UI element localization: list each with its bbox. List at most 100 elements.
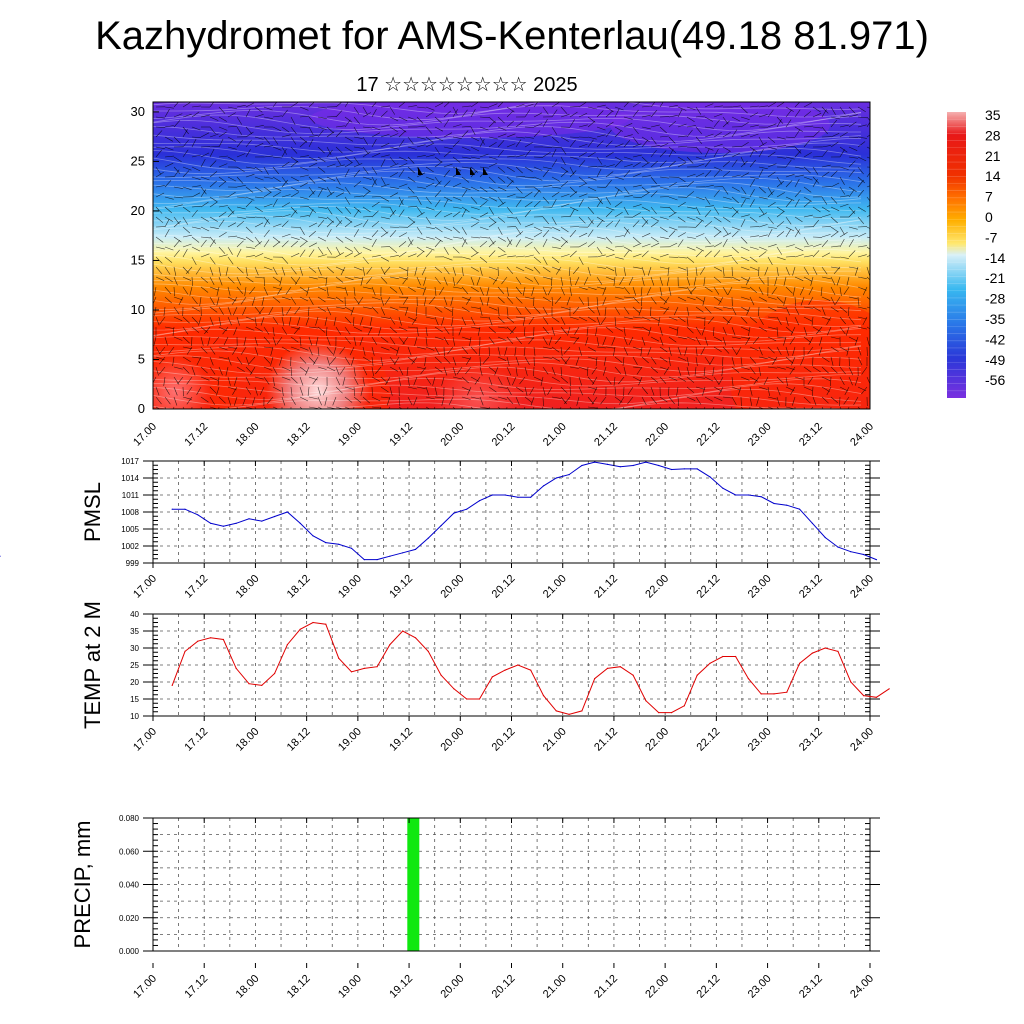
wind-barb [434, 136, 444, 142]
wind-barb [189, 286, 193, 296]
y-tick-label: 30 [130, 644, 139, 653]
wind-barb [578, 182, 588, 188]
wind-barb [443, 119, 450, 128]
wind-barb [209, 180, 217, 188]
wind-barb [623, 306, 630, 315]
wind-barb [434, 286, 437, 296]
wind-barb [182, 356, 191, 362]
wind-barb [308, 135, 318, 138]
wind-barb [587, 151, 596, 158]
wind-barb [803, 200, 811, 208]
wind-barb [506, 316, 515, 323]
wind-barb [466, 356, 472, 365]
wind-barb [596, 306, 601, 316]
wind-barb [497, 326, 507, 329]
wind-barb [398, 169, 405, 178]
wind-barb [317, 186, 327, 190]
wind-barb [299, 249, 306, 258]
wind-barb [458, 326, 463, 336]
wind-barb [450, 296, 454, 306]
wind-barb [245, 386, 252, 395]
wind-barb [245, 186, 254, 193]
wind-barb [857, 254, 867, 258]
wind-barb [461, 238, 467, 248]
wind-barb [713, 396, 723, 401]
wind-barb [281, 296, 291, 300]
wind-barb [695, 115, 705, 118]
wind-barb [614, 143, 624, 148]
contour-line [153, 389, 862, 406]
wind-barb [182, 336, 190, 344]
contour-line [153, 165, 862, 182]
wind-barb [272, 136, 279, 145]
wind-barb [650, 206, 657, 215]
wind-barb [448, 396, 454, 406]
wind-barb [245, 131, 254, 138]
wind-barb [389, 133, 399, 138]
wind-barb [416, 144, 426, 148]
wind-barb [308, 116, 316, 124]
wind-barb [254, 206, 263, 212]
wind-barb [677, 286, 687, 289]
x-tick-label: 17.00 [131, 973, 159, 1001]
data-point [286, 511, 288, 513]
wind-barb [704, 205, 714, 208]
wind-barb [767, 190, 775, 198]
wind-barb [713, 242, 722, 248]
wind-barb [551, 296, 554, 307]
wind-barb [191, 276, 193, 287]
wind-barb [726, 316, 733, 325]
wind-barb [488, 221, 497, 228]
wind-barb [389, 146, 399, 150]
wind-barb [434, 126, 444, 132]
wind-barb [713, 132, 722, 138]
wind-barb [240, 346, 247, 355]
wind-barb [848, 366, 854, 376]
wind-barb [236, 166, 245, 173]
wind-barb [452, 136, 462, 139]
wind-barb [245, 139, 252, 148]
wind-barb [632, 220, 640, 228]
wind-barb [623, 296, 634, 299]
wind-barb [646, 286, 652, 296]
wind-barb [857, 406, 861, 409]
wind-barb [506, 155, 516, 158]
wind-barb [227, 191, 236, 198]
wind-barb [623, 164, 633, 168]
wind-barb [515, 136, 525, 139]
wind-barb [803, 326, 808, 336]
data-point [363, 667, 365, 670]
wind-barb [479, 286, 484, 296]
wind-barb [200, 186, 207, 195]
wind-barb [866, 406, 868, 409]
wind-barb [299, 236, 308, 242]
wind-barb [339, 366, 346, 375]
wind-barb [159, 356, 166, 365]
wind-barb [641, 192, 650, 198]
wind-barb [236, 356, 243, 365]
wind-barb [731, 210, 739, 218]
wind-barb [191, 236, 200, 243]
wind-barb [407, 156, 415, 164]
wind-barb [227, 112, 236, 118]
wind-barb [506, 226, 517, 228]
wind-barb [470, 166, 479, 173]
wind-barb [794, 102, 801, 108]
wind-barb [389, 286, 398, 293]
wind-barb [216, 286, 220, 296]
wind-barb [191, 246, 201, 252]
data-point [350, 671, 353, 673]
wind-barb [758, 186, 766, 194]
wind-barb [632, 212, 641, 218]
wind-barb [731, 159, 738, 168]
wind-barb [613, 376, 616, 386]
wind-barb [596, 236, 606, 240]
x-tick-label: 23.12 [797, 421, 825, 449]
wind-barb [542, 346, 552, 350]
wind-barb [843, 286, 850, 295]
wind-barb [731, 256, 738, 265]
wind-barb [506, 366, 512, 376]
wind-barb [812, 326, 821, 332]
wind-barb [232, 346, 238, 355]
